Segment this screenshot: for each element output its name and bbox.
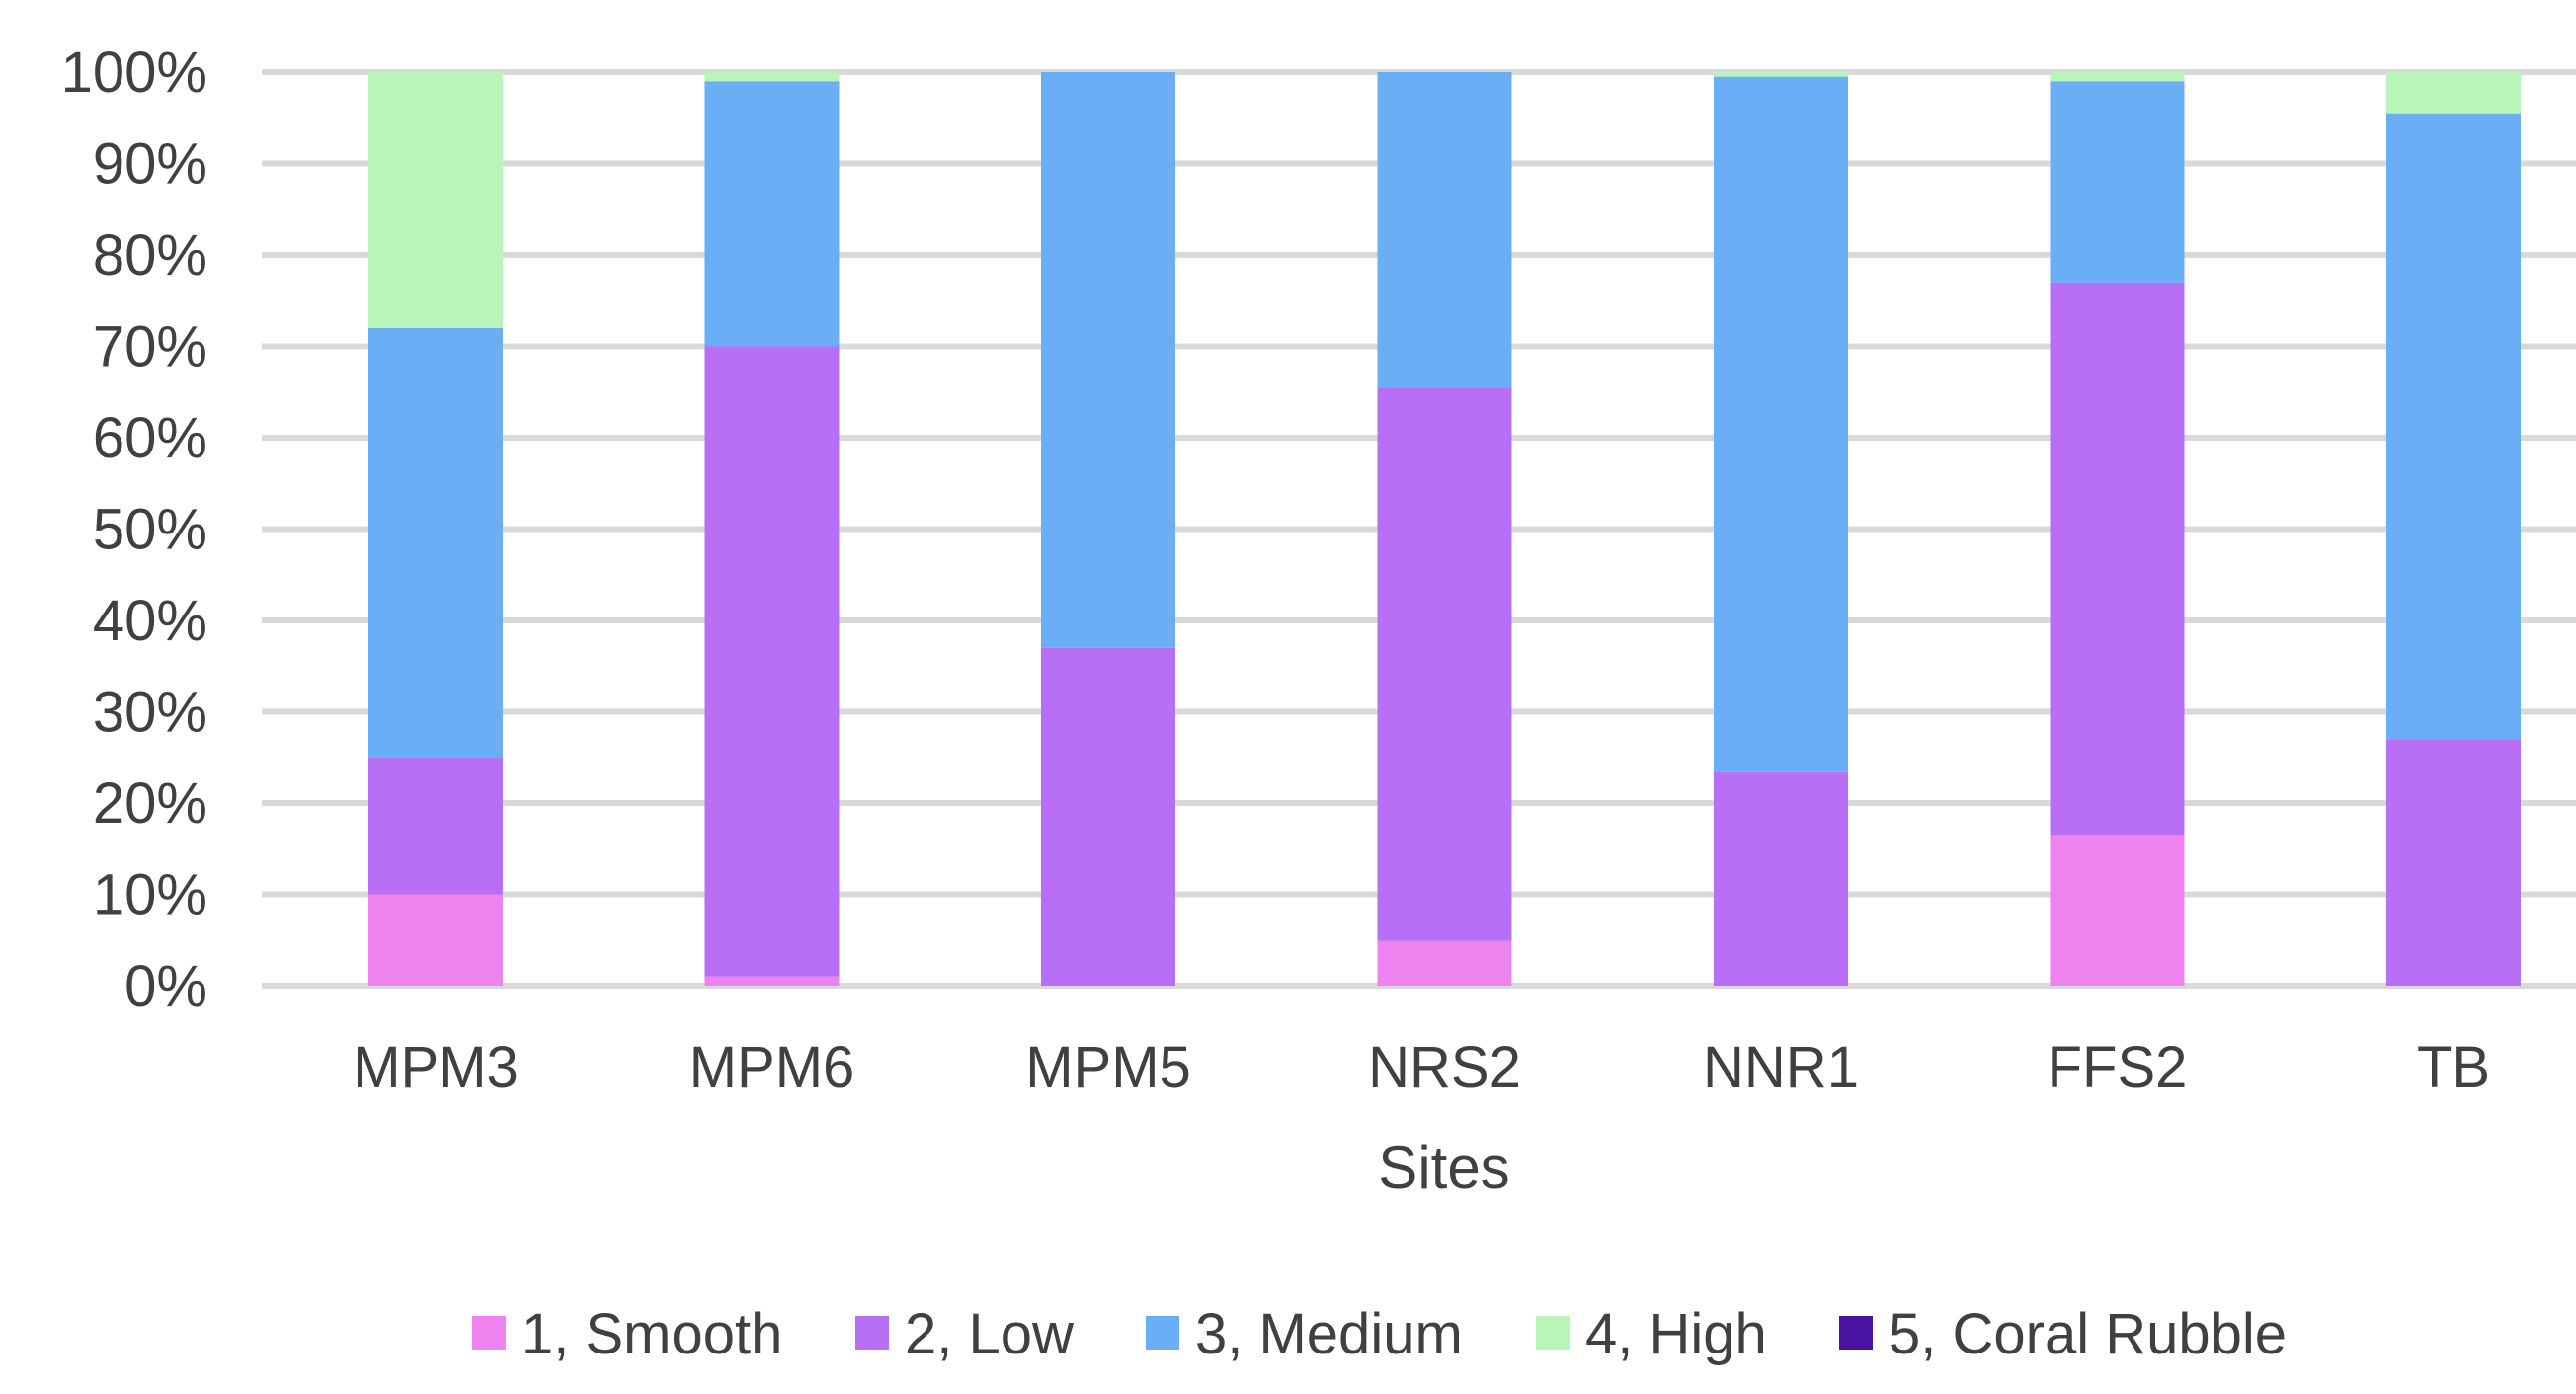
bar-segment [2050, 282, 2185, 836]
x-tick-label: MPM3 [353, 1035, 519, 1100]
legend-label: 1, Smooth [522, 1302, 782, 1366]
legend-item: 3, Medium [1146, 1302, 1463, 1366]
bars [368, 72, 2521, 986]
x-tick-label: MPM5 [1025, 1035, 1191, 1100]
legend-swatch [1536, 1316, 1570, 1350]
bar-segment [1377, 387, 1512, 941]
legend-swatch [855, 1316, 889, 1350]
legend-swatch [1146, 1316, 1179, 1350]
y-tick-label: 50% [93, 498, 207, 562]
y-tick-label: 40% [93, 589, 207, 653]
bar-segment [1377, 72, 1512, 388]
bar-segment [1377, 940, 1512, 986]
bar-segment [2050, 72, 2185, 82]
bar-segment [2386, 113, 2521, 740]
bar-segment [2050, 81, 2185, 283]
y-tick-label: 70% [93, 315, 207, 379]
legend-label: 2, Low [905, 1302, 1075, 1366]
legend-item: 5, Coral Rubble [1839, 1302, 2287, 1366]
y-tick-label: 30% [93, 681, 207, 745]
y-axis-ticks: 0% 10% 20% 30% 40% 50% 60% 70% 80% 90% 100% [61, 41, 207, 1019]
bar-segment [704, 81, 840, 347]
x-tick-label: FFS2 [2048, 1035, 2188, 1100]
legend-label: 5, Coral Rubble [1889, 1302, 2287, 1366]
bar-segment [368, 894, 503, 986]
bar-segment [1714, 76, 1848, 772]
y-tick-label: 90% [93, 132, 207, 197]
y-tick-label: 60% [93, 406, 207, 470]
y-tick-label: 80% [93, 223, 207, 287]
bar-segment [2050, 835, 2185, 986]
legend-item: 1, Smooth [472, 1302, 782, 1366]
legend-swatch [1839, 1316, 1873, 1350]
legend: 1, Smooth 2, Low 3, Medium 4, High 5, Coral … [472, 1302, 2287, 1366]
x-tick-label: NNR1 [1703, 1035, 1859, 1100]
bar-segment [1714, 72, 1848, 77]
x-tick-label: MPM6 [689, 1035, 855, 1100]
x-axis-ticks: MPM3 MPM6 MPM5 NRS2 NNR1 FFS2 TB [353, 1035, 2490, 1100]
legend-label: 3, Medium [1195, 1302, 1463, 1366]
bar-segment [2386, 739, 2521, 986]
legend-label: 4, High [1585, 1302, 1767, 1366]
bar-segment [368, 328, 503, 758]
x-axis-title: Sites [1378, 1134, 1509, 1200]
bar-segment [704, 72, 840, 82]
bar-segment [2386, 72, 2521, 114]
bar-segment [1041, 647, 1175, 986]
bar-segment [368, 72, 503, 328]
y-tick-label: 0% [124, 954, 207, 1019]
x-tick-label: TB [2417, 1035, 2490, 1100]
bar-segment [704, 346, 840, 977]
legend-item: 4, High [1536, 1302, 1767, 1366]
y-tick-label: 20% [93, 772, 207, 836]
x-tick-label: NRS2 [1368, 1035, 1521, 1100]
legend-item: 2, Low [855, 1302, 1075, 1366]
bar-segment [704, 976, 840, 986]
bar-segment [368, 757, 503, 895]
bar-segment [1714, 771, 1848, 986]
y-tick-label: 10% [93, 863, 207, 928]
bar-segment [1041, 72, 1175, 648]
legend-swatch [472, 1316, 506, 1350]
y-tick-label: 100% [61, 41, 207, 105]
